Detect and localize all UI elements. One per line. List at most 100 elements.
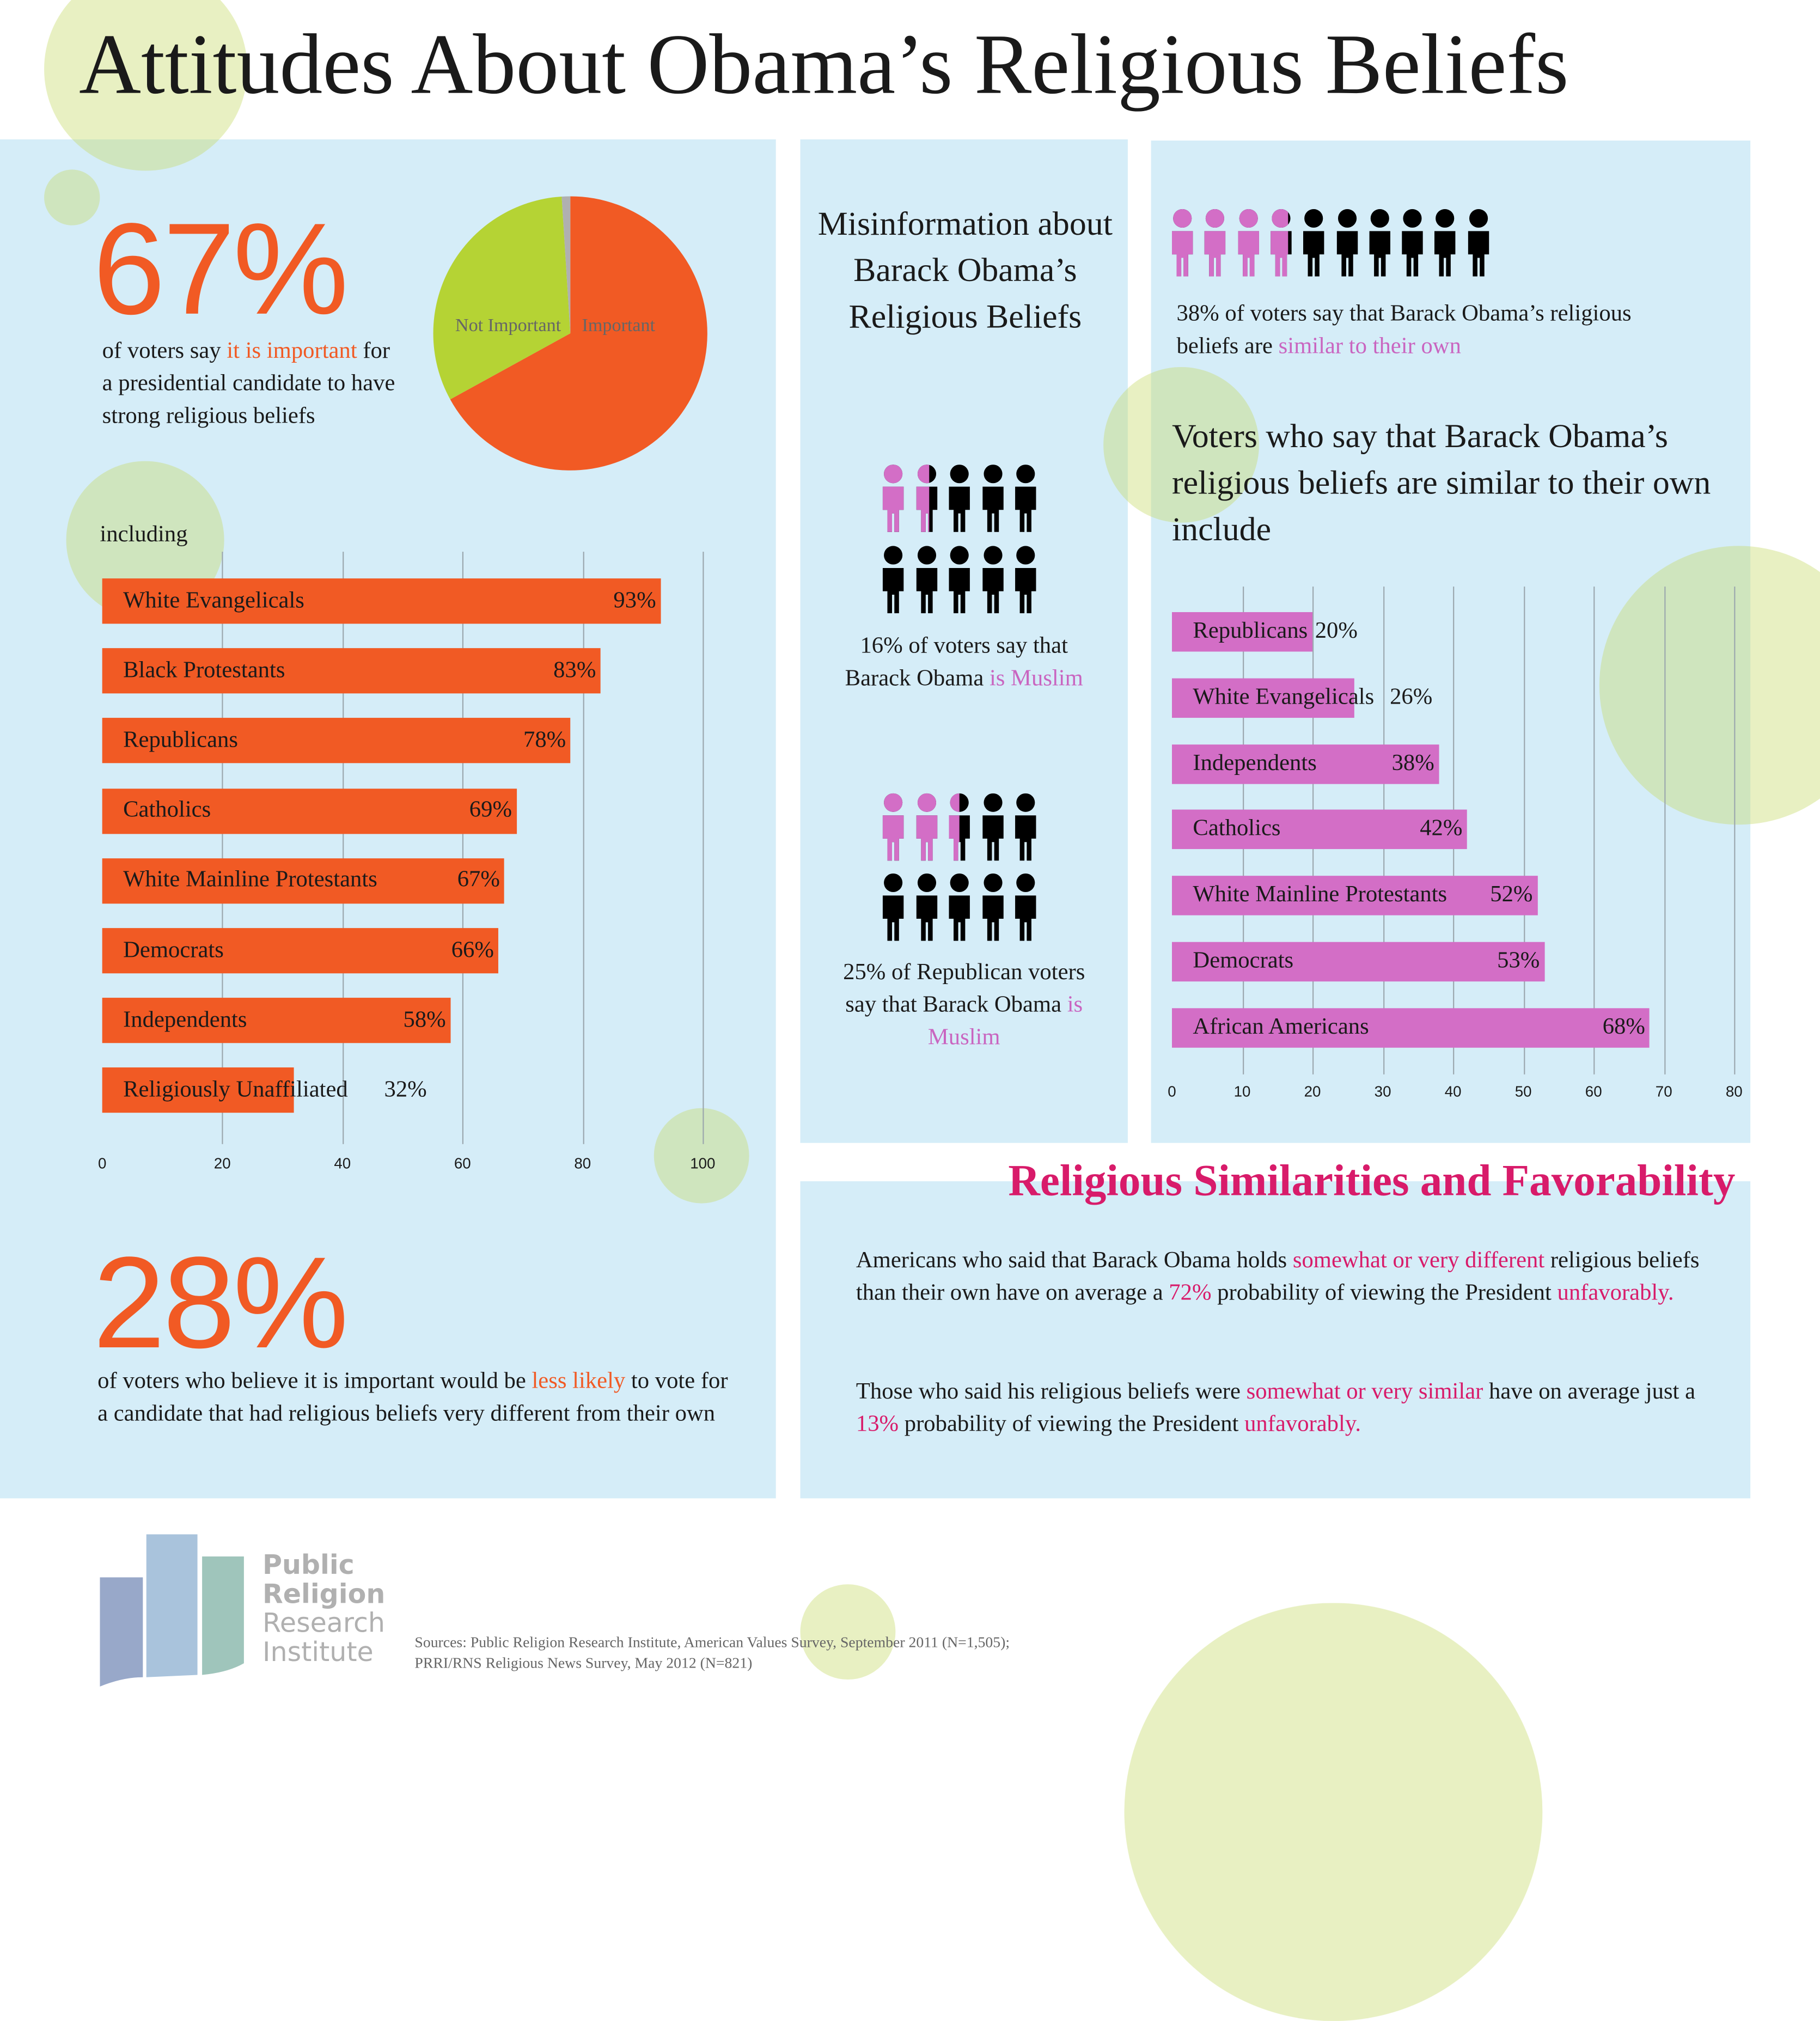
bar-chart-importance: 0 20 40 60 80 100 White Evangelicals 93% Black P… [0,0,776,1184]
bar-category-label: Independents [1193,749,1317,776]
person-icon [949,465,970,532]
source-line: PRRI/RNS Religious News Survey, May 2012… [414,1654,753,1672]
bar-value-label: 42% [1420,816,1463,841]
source-line: Sources: Public Religion Research Instit… [414,1633,1010,1651]
person-icon [1369,209,1390,277]
bar-value-label: 66% [451,937,494,963]
bar-category-label: White Evangelicals [123,587,304,613]
bar [102,1067,295,1114]
x-tick-label: 80 [574,1155,591,1172]
x-tick-label: 30 [1374,1082,1391,1100]
highlight-text: similar to their own [1278,333,1461,359]
bar-value-label: 53% [1497,948,1540,974]
text-segment: of voters who believe it is important wo… [97,1368,532,1394]
bar [1171,942,1544,982]
person-icon [982,793,1003,861]
bar-category-label: White Mainline Protestants [1193,882,1448,908]
highlight-text: 72% [1169,1280,1212,1306]
person-icon [915,793,937,861]
favorability-para-1: Americans who said that Barack Obama hol… [856,1244,1727,1309]
text-segment: to vote for a candidate that had religio… [97,1368,728,1427]
person-icon [1015,546,1036,614]
bar-category-label: Religiously Unaffiliated [123,1076,348,1102]
logo-line: Institute [262,1638,374,1668]
x-tick-label: 80 [1725,1082,1743,1100]
bar [102,578,661,624]
person-icon [982,546,1003,614]
bar-category-label: White Evangelicals [1193,683,1375,710]
x-tick-label: 60 [454,1155,471,1172]
x-tick-label: 0 [1168,1082,1176,1100]
bar-value-label: 52% [1490,882,1533,908]
bar [1171,678,1355,718]
person-icon [1171,209,1193,277]
bar [1171,810,1467,850]
bar-category-label: Catholics [123,797,211,823]
person-icon [1015,793,1036,861]
bar-category-label: Catholics [1193,816,1281,841]
logo-line: Research [262,1608,386,1639]
x-tick-label: 70 [1655,1082,1672,1100]
favorability-para-2: Those who said his religious beliefs wer… [856,1375,1727,1440]
highlight-text: is Muslim [989,665,1083,692]
highlight-text: somewhat or very different [1292,1247,1545,1273]
prri-logo-text: Public Religion Research Institute [262,1550,386,1668]
person-icon [882,465,904,532]
pie-label: Not Important [455,315,561,335]
bar-category-label: Independents [123,1006,247,1033]
x-tick-label: 40 [1444,1082,1462,1100]
x-tick-label: 20 [1304,1082,1321,1100]
x-tick-label: 10 [1233,1082,1251,1100]
bar [1171,1008,1650,1048]
person-icon [982,465,1003,532]
person-icon [882,873,904,941]
person-icon [949,546,970,614]
highlight-text: it is important [227,338,357,364]
stat-67-text: of voters say it is important for a pres… [102,334,405,432]
person-icon [1015,873,1036,941]
middle-panel [800,139,1128,1143]
bar-value-label: 93% [613,587,656,613]
bar-value-label: 67% [457,866,500,893]
misinformation-title: Misinformation about Barack Obama’s Reli… [817,205,1113,336]
favorability-heading: Religious Similarities and Favorability [1008,1157,1736,1206]
person-icon [1237,209,1259,277]
bar [102,998,451,1043]
gridline [1664,587,1665,1074]
bar-category-label: Black Protestants [123,657,285,683]
person-icon [1015,465,1036,532]
bar-value-label: 38% [1391,749,1434,776]
bar-category-label: Democrats [123,937,224,963]
bar [102,718,571,764]
pie-slice-other [561,196,571,334]
text-segment: of voters say [102,338,227,364]
bar [1171,612,1313,652]
stat-67: 67% [93,196,349,342]
person-icon [1402,209,1423,277]
bar-category-label: African Americans [1193,1013,1369,1040]
x-tick-label: 100 [690,1155,716,1172]
text-segment: Americans who said that Barack Obama hol… [856,1247,1293,1273]
person-icon [982,873,1003,941]
stat-28: 28% [93,1230,349,1376]
highlight-text: somewhat or very similar [1246,1378,1483,1405]
bar [1171,744,1439,784]
person-icon [1468,209,1489,277]
x-tick-label: 40 [334,1155,351,1172]
highlight-text: unfavorably. [1557,1280,1674,1306]
bar-category-label: Republicans [1193,618,1308,644]
person-icon [882,546,904,614]
bar [102,928,499,974]
text-segment: for a presidential candidate to have str… [102,338,395,429]
bar [102,788,517,834]
logo-line: Public [262,1550,355,1581]
x-tick-label: 50 [1514,1082,1532,1100]
decor-circle [1124,1603,1543,2021]
gridline [1593,587,1595,1074]
bar-value-label: 58% [403,1006,446,1033]
bar-value-label: 32% [384,1076,427,1102]
muslim-25-text: 25% of Republican voters say that Barack… [836,956,1092,1053]
gridline [1523,587,1525,1074]
gridline [342,552,344,1144]
text-segment: 38% of voters say that Barack Obama’s re… [1176,301,1632,359]
